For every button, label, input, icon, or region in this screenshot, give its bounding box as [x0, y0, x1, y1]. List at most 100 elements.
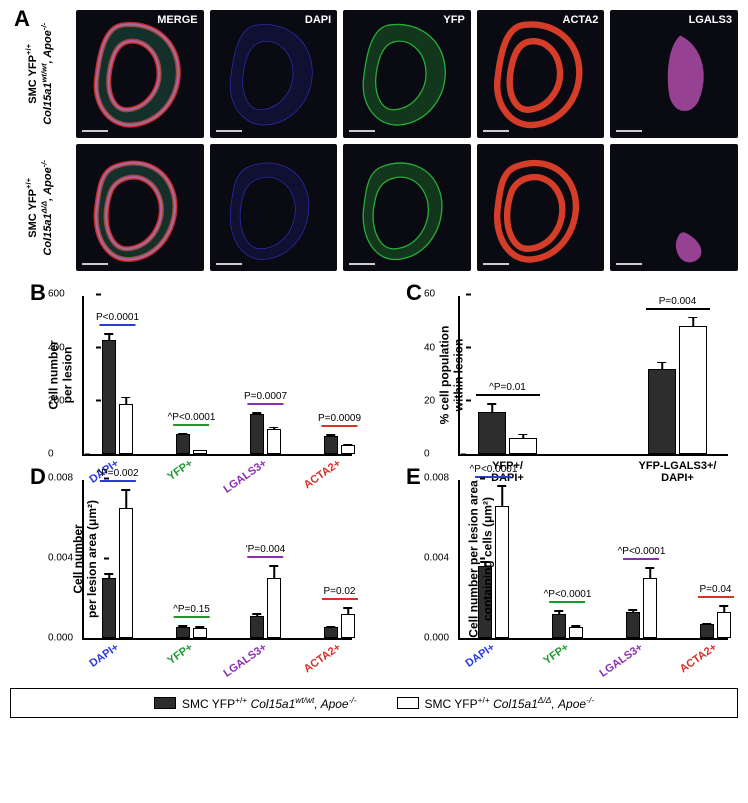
bar-group: ACTA2+P=0.02 [324, 614, 355, 638]
p-value: P=0.004 [646, 296, 710, 310]
p-value: P=0.02 [322, 586, 358, 600]
error-bar [256, 412, 258, 415]
bar [193, 628, 207, 638]
p-value: P<0.0001 [96, 312, 139, 326]
error-bar [632, 609, 634, 613]
error-bar [273, 565, 275, 579]
bar [700, 624, 714, 638]
panel-a: A SMC YFP+/+Col15a1wt/wt, Apoe-/-MERGEDA… [10, 10, 738, 271]
p-value: ^P<0.0001 [470, 464, 518, 478]
error-bar [661, 362, 663, 370]
bar [341, 614, 355, 638]
y-tick: 0.004 [48, 553, 73, 564]
bar [102, 578, 116, 638]
bar [679, 326, 707, 454]
y-axis-label: Cell number per lesion areacontaining ce… [467, 481, 495, 638]
y-axis-label: Cell numberper lesion area (μm²) [71, 500, 99, 618]
error-bar [558, 610, 560, 615]
p-value: ^P=0.002 [96, 468, 138, 482]
error-bar [347, 444, 349, 446]
y-tick: 0.000 [424, 633, 449, 644]
panel-b-label: B [30, 280, 46, 306]
micrograph [343, 144, 471, 272]
bar-group: DAPI+^P=0.002 [102, 508, 133, 638]
bar [478, 412, 506, 455]
y-tick: 0 [424, 449, 430, 460]
p-value: ^P<0.0001 [618, 546, 666, 560]
bar [176, 434, 190, 454]
panel-c: C YFP+/DAPI+^P=0.01YFP-LGALS3+/DAPI+P=0.… [386, 286, 738, 456]
bar-group: ACTA2+P=0.04 [700, 612, 731, 638]
p-value: P=0.0007 [244, 391, 287, 405]
micrograph [210, 144, 338, 272]
error-bar [182, 625, 184, 628]
panel-c-label: C [406, 280, 422, 306]
error-bar [256, 613, 258, 617]
bar [495, 506, 509, 638]
y-tick: 400 [48, 342, 65, 353]
bar [643, 578, 657, 638]
error-bar [125, 397, 127, 405]
panel-d-label: D [30, 464, 46, 490]
micrograph-grid: SMC YFP+/+Col15a1wt/wt, Apoe-/-MERGEDAPI… [10, 10, 738, 271]
scale-bar [483, 263, 509, 265]
bar [250, 414, 264, 454]
y-axis-label: % cell populationwithin lesion [437, 326, 465, 425]
error-bar [273, 427, 275, 430]
p-value: ^P<0.0001 [168, 412, 216, 426]
x-axis-label: DAPI+ [463, 641, 497, 670]
bar [102, 340, 116, 455]
y-tick: 0.008 [48, 473, 73, 484]
bar [267, 578, 281, 638]
error-bar [347, 607, 349, 615]
legend-text: SMC YFP+/+ Col15a1Δ/Δ, Apoe-/- [425, 695, 594, 711]
bar [341, 445, 355, 454]
scale-bar [216, 263, 242, 265]
x-axis-label: ACTA2+ [302, 641, 344, 675]
scale-bar [616, 130, 642, 132]
error-bar [199, 626, 201, 629]
panel-b: B DAPI+P<0.0001YFP+^P<0.0001LGALS3+P=0.0… [10, 286, 362, 456]
bar [324, 436, 338, 455]
chart-b: DAPI+P<0.0001YFP+^P<0.0001LGALS3+P=0.000… [82, 296, 352, 456]
error-bar [501, 485, 503, 507]
chart-c: YFP+/DAPI+^P=0.01YFP-LGALS3+/DAPI+P=0.00… [458, 296, 728, 456]
scale-bar [349, 263, 375, 265]
bar-group: YFP+^P=0.15 [176, 627, 207, 638]
charts-grid: B DAPI+P<0.0001YFP+^P<0.0001LGALS3+P=0.0… [10, 286, 738, 640]
error-bar [649, 567, 651, 579]
bar-group: DAPI+P<0.0001 [102, 340, 133, 455]
p-value: 'P=0.004 [246, 544, 285, 558]
error-bar [108, 573, 110, 579]
bar-group: LGALS3+'P=0.004 [250, 578, 281, 638]
legend-item: SMC YFP+/+ Col15a1Δ/Δ, Apoe-/- [397, 695, 594, 711]
error-bar [108, 333, 110, 340]
p-value: P=0.04 [698, 584, 734, 598]
scale-bar [82, 263, 108, 265]
legend-swatch [397, 697, 419, 709]
bar [119, 508, 133, 638]
panel-d: D DAPI+^P=0.002YFP+^P=0.15LGALS3+'P=0.00… [10, 470, 362, 640]
micrograph [477, 144, 605, 272]
figure-root: A SMC YFP+/+Col15a1wt/wt, Apoe-/-MERGEDA… [0, 0, 748, 728]
bar-group: YFP+^P<0.0001 [552, 614, 583, 638]
p-value: ^P<0.0001 [544, 589, 592, 603]
x-axis-label: ACTA2+ [678, 641, 720, 675]
p-value: P=0.0009 [318, 413, 361, 427]
scale-bar [616, 263, 642, 265]
x-axis-label: YFP+ [541, 641, 571, 667]
scale-bar [349, 130, 375, 132]
error-bar [125, 489, 127, 509]
bar [324, 627, 338, 638]
bar-group: YFP+/DAPI+^P=0.01 [478, 412, 537, 455]
legend-swatch [154, 697, 176, 709]
p-value: ^P=0.01 [476, 382, 540, 396]
bar-group: ACTA2+P=0.0009 [324, 436, 355, 455]
y-tick: 200 [48, 395, 65, 406]
scale-bar [216, 130, 242, 132]
error-bar [182, 433, 184, 436]
micrograph [610, 144, 738, 272]
y-tick: 0.004 [424, 553, 449, 564]
error-bar [491, 403, 493, 412]
bar-group: LGALS3+^P<0.0001 [626, 578, 657, 638]
